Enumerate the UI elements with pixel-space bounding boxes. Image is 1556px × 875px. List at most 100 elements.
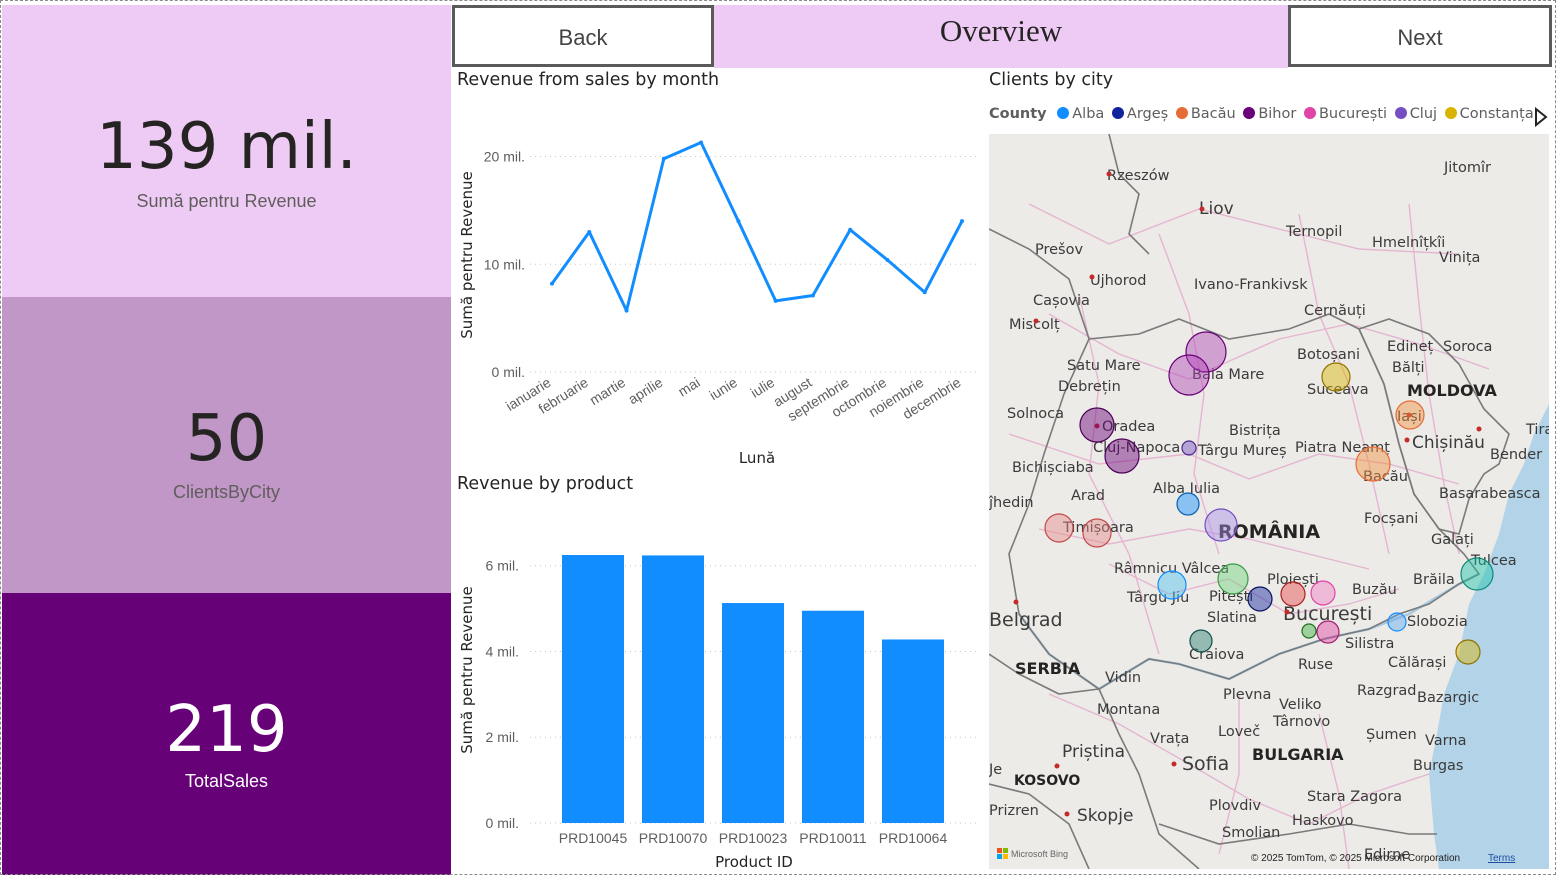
border-bulgaria-south bbox=[1158, 823, 1437, 845]
legend-label: București bbox=[1318, 106, 1388, 122]
map-label: Smolian bbox=[1222, 825, 1280, 841]
bubble-sibiu bbox=[1204, 508, 1238, 542]
bubble-baia-mare bbox=[1185, 331, 1227, 373]
map-legend: County Alba Argeș Bacău Bihor București … bbox=[989, 106, 1537, 128]
legend-dot bbox=[1243, 107, 1256, 119]
map-label: Târnovo bbox=[1272, 714, 1330, 730]
map-label: Botoșani bbox=[1297, 347, 1360, 363]
bar bbox=[802, 610, 864, 823]
bar-chart-title: Revenue by product bbox=[457, 474, 634, 494]
y-axis-title: Sumă pentru Revenue bbox=[458, 171, 476, 339]
kpi-card-revenue: 139 mil. Sumă pentru Revenue bbox=[2, 5, 451, 297]
legend-dot bbox=[1303, 107, 1316, 119]
legend-label: Argeș bbox=[1126, 106, 1169, 122]
map-terms-link[interactable]: Terms bbox=[1488, 853, 1515, 864]
bubble-arad bbox=[1044, 513, 1074, 543]
legend-dot bbox=[1394, 107, 1407, 119]
y-tick-label: 6 mil. bbox=[486, 558, 519, 574]
bubble-giurgiu bbox=[1301, 623, 1317, 639]
legend-dot bbox=[1111, 107, 1124, 119]
kpi-label: TotalSales bbox=[184, 771, 269, 791]
map-label: ĵhedin bbox=[989, 495, 1034, 511]
map-label: Râmnicu Vâlcea bbox=[1114, 561, 1229, 577]
x-tick-label: aprilie bbox=[625, 374, 665, 407]
bubble-cluj bbox=[1104, 438, 1140, 474]
legend-dot bbox=[1175, 107, 1188, 119]
legend-item-cluj[interactable]: Cluj bbox=[1394, 106, 1437, 122]
map-basemap: Rzeszów Jitomîr Liov Ternopil Hmelnîțkîi… bbox=[989, 134, 1549, 869]
map-label: Alba Iulia bbox=[1153, 481, 1220, 497]
map-label: Tulcea bbox=[1470, 553, 1517, 569]
map-label: Oradea bbox=[1102, 419, 1155, 435]
map-label: Belgrad bbox=[989, 609, 1063, 631]
bing-logo-icon bbox=[997, 848, 1008, 859]
map-label: Debrețin bbox=[1058, 379, 1121, 395]
bubble-targu-mures bbox=[1181, 440, 1197, 456]
map-label: Vidin bbox=[1105, 670, 1141, 686]
map-label: Târgu Mureș bbox=[1197, 443, 1287, 459]
map-label: Galați bbox=[1431, 532, 1474, 548]
map-label: KOSOVO bbox=[1014, 773, 1080, 789]
y-tick-label: 10 mil. bbox=[484, 256, 525, 272]
line-point bbox=[922, 290, 927, 295]
legend-next-arrow-icon[interactable] bbox=[1533, 106, 1549, 128]
kpi-value: 219 bbox=[165, 693, 288, 767]
map-label: Arad bbox=[1071, 488, 1105, 504]
bar-chart[interactable]: 0 mil. 2 mil. 4 mil. 6 mil. PRD10045 PRD10070… bbox=[452, 500, 982, 872]
map-label: Silistra bbox=[1345, 636, 1394, 652]
revenue-line bbox=[550, 141, 964, 313]
legend-item-alba[interactable]: Alba bbox=[1057, 106, 1104, 122]
map-label: Plevna bbox=[1223, 687, 1271, 703]
legend-item-bucuresti[interactable]: București bbox=[1303, 106, 1388, 122]
map-label: Prešov bbox=[1035, 242, 1083, 258]
line-point bbox=[810, 293, 815, 298]
legend-item-bacau[interactable]: Bacău bbox=[1175, 106, 1236, 122]
y-tick-label: 0 mil. bbox=[486, 815, 519, 831]
legend-item-bihor[interactable]: Bihor bbox=[1243, 106, 1296, 122]
bubble-timisoara bbox=[1082, 518, 1112, 548]
map-label: Tira bbox=[1525, 422, 1549, 438]
black-sea bbox=[1429, 404, 1549, 869]
map-label: Slatina bbox=[1207, 610, 1257, 626]
map-label: Vrața bbox=[1150, 731, 1189, 747]
kpi-label: ClientsByCity bbox=[172, 482, 281, 502]
map-label: Buzău bbox=[1352, 582, 1397, 598]
line-point bbox=[848, 227, 853, 232]
legend-item-arges[interactable]: Argeș bbox=[1111, 106, 1169, 122]
map-label: Ploiești bbox=[1267, 572, 1319, 588]
map-label: BULGARIA bbox=[1252, 745, 1344, 764]
map-brand: Microsoft Bing bbox=[1011, 849, 1068, 859]
map-label: Ruse bbox=[1298, 657, 1333, 673]
bubble-tulcea bbox=[1460, 557, 1494, 591]
map-label: Bălți bbox=[1392, 360, 1425, 376]
map-credit: © 2025 TomTom, © 2025 Microsoft Corporat… bbox=[1251, 853, 1460, 864]
bubble-oradea bbox=[1079, 407, 1115, 443]
map-title: Clients by city bbox=[989, 70, 1114, 90]
x-axis-title: Lună bbox=[739, 449, 775, 467]
next-button[interactable]: Next bbox=[1288, 5, 1552, 67]
page-title: Overview bbox=[939, 13, 1063, 48]
map-label: Plovdiv bbox=[1209, 798, 1261, 814]
page-title-bar: Overview bbox=[714, 5, 1288, 68]
map-label: Vinița bbox=[1439, 250, 1480, 266]
legend-item-constanta[interactable]: Constanța bbox=[1444, 106, 1534, 122]
line-point bbox=[736, 219, 741, 224]
kpi-value: 139 mil. bbox=[96, 110, 357, 184]
map-label: Prizren bbox=[989, 803, 1039, 819]
map-label: Je bbox=[989, 762, 1002, 778]
bubble-targu-jiu bbox=[1157, 570, 1187, 600]
map-label: Hmelnîțkîi bbox=[1372, 235, 1445, 251]
map-label: Veliko bbox=[1279, 697, 1322, 713]
map-label: Craiova bbox=[1189, 647, 1244, 663]
bubble-satu-mare bbox=[1168, 354, 1210, 396]
line-chart[interactable]: 0 mil.10 mil.20 mil.ianuariefebruariemar… bbox=[452, 95, 982, 475]
border-serbia bbox=[989, 653, 1100, 695]
line-point bbox=[587, 229, 592, 234]
back-button[interactable]: Back bbox=[452, 5, 714, 67]
map-canvas[interactable]: Rzeszów Jitomîr Liov Ternopil Hmelnîțkîi… bbox=[989, 134, 1549, 869]
border-kosovo bbox=[989, 783, 1090, 869]
x-tick-label: mai bbox=[675, 374, 703, 400]
map-label: Skopje bbox=[1077, 806, 1133, 826]
map-label: Priștina bbox=[1062, 742, 1125, 762]
legend-dot bbox=[1444, 107, 1457, 119]
